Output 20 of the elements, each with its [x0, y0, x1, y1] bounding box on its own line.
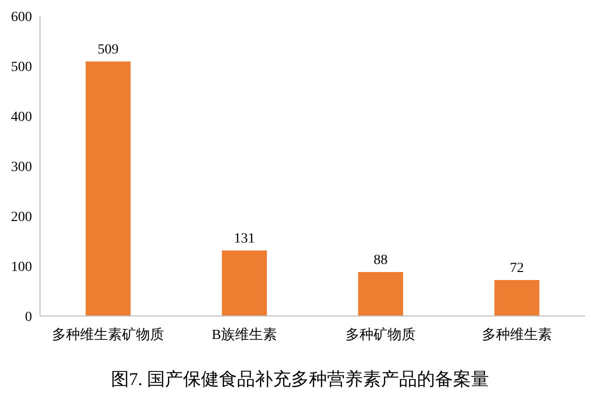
x-tick-label: 多种矿物质 — [346, 327, 416, 343]
y-tick-label: 300 — [11, 160, 32, 175]
y-tick-label: 200 — [11, 210, 32, 225]
x-tick-label: 多种维生素 — [482, 327, 552, 343]
y-tick-label: 0 — [25, 310, 32, 325]
y-tick-label: 400 — [11, 110, 32, 125]
bar — [358, 272, 404, 316]
data-label: 88 — [374, 253, 388, 268]
x-tick-label: 多种维生素矿物质 — [52, 327, 164, 343]
x-tick-label: B族维生素 — [212, 327, 278, 343]
text: 图7. 国产保健食品补充多种营养素产品的备案量 — [111, 369, 489, 389]
data-label: 509 — [98, 42, 119, 58]
bar — [86, 62, 131, 316]
y-tick-label: 500 — [11, 60, 32, 75]
y-tick-label: 100 — [11, 260, 32, 275]
y-tick-label: 600 — [11, 10, 32, 25]
bar — [494, 280, 540, 316]
bar — [222, 250, 267, 316]
data-label: 72 — [510, 261, 524, 276]
data-label: 131 — [234, 232, 255, 246]
